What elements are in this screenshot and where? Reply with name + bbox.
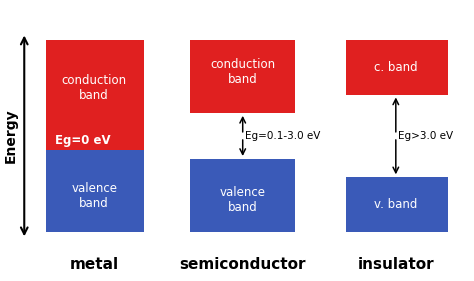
Text: valence
band: valence band [71,182,117,210]
Bar [46,150,145,232]
Text: metal: metal [70,257,119,272]
Text: v. band: v. band [374,198,418,211]
Bar [46,40,145,150]
Text: semiconductor: semiconductor [180,257,306,272]
Text: valence
band: valence band [220,186,266,214]
Text: conduction
band: conduction band [210,58,275,86]
Text: Eg>3.0 eV: Eg>3.0 eV [398,131,453,141]
Bar [346,40,448,95]
Bar [190,159,295,232]
Text: c. band: c. band [374,60,418,74]
Text: Eg=0 eV: Eg=0 eV [55,134,111,148]
Text: conduction
band: conduction band [62,74,127,102]
Text: insulator: insulator [357,257,434,272]
Bar [190,40,295,113]
Bar [346,177,448,232]
Text: Eg=0.1-3.0 eV: Eg=0.1-3.0 eV [245,131,320,141]
Text: Energy: Energy [3,108,18,163]
